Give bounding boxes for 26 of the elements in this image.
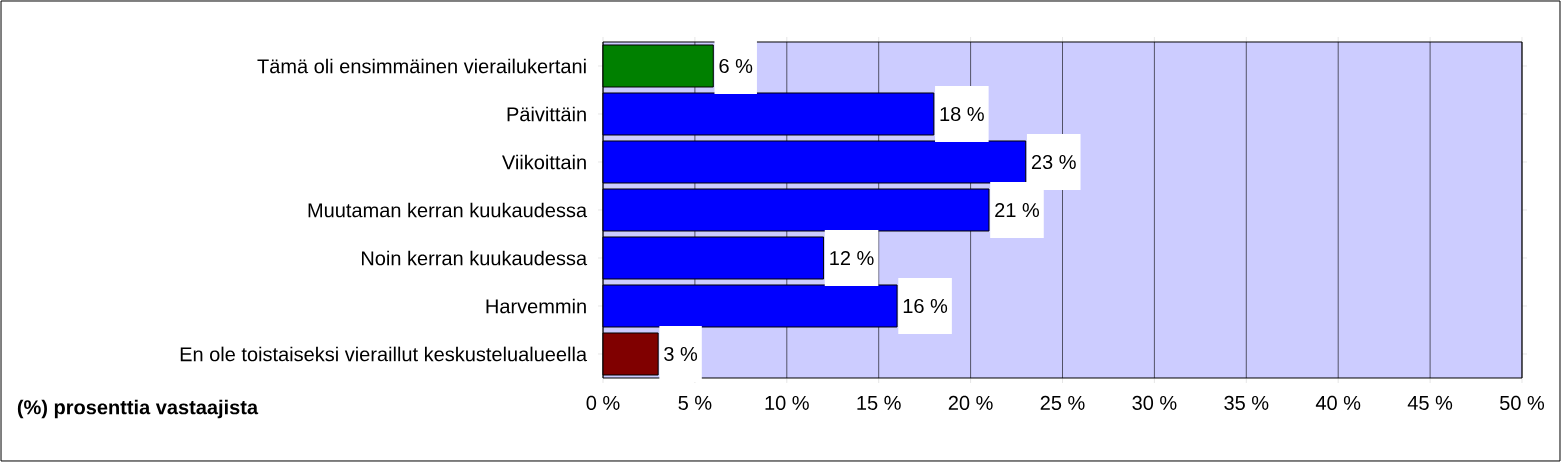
x-tick-label: 5 % — [678, 395, 712, 410]
data-label: 12 % — [830, 250, 874, 266]
x-tick-label: 10 % — [765, 395, 809, 411]
data-label: 6 % — [719, 58, 753, 74]
x-tick-label: 20 % — [948, 395, 993, 411]
data-label: 3 % — [664, 346, 698, 362]
y-tick-label: Harvemmin — [486, 298, 586, 314]
x-tick-label: 0 % — [586, 395, 620, 411]
data-label: 21 % — [995, 202, 1040, 218]
x-tick-label: 35 % — [1224, 395, 1269, 411]
y-tick-label: Päivittäin — [507, 106, 586, 122]
y-tick-label: Viikoittain — [502, 154, 586, 170]
data-label: 23 % — [1031, 154, 1076, 170]
x-tick-label: 30 % — [1132, 395, 1177, 411]
x-tick-label: 45 % — [1407, 395, 1453, 410]
data-label: 16 % — [903, 298, 948, 314]
x-tick-label: 15 % — [857, 395, 901, 410]
y-tick-label: Noin kerran kuukaudessa — [361, 250, 588, 266]
y-tick-label: Muutaman kerran kuukaudessa — [308, 202, 588, 218]
x-tick-label: 25 % — [1040, 395, 1085, 411]
y-tick-label: En ole toistaiseksi vieraillut keskustelualueella — [180, 346, 588, 362]
x-tick-label: 50 % — [1500, 395, 1545, 411]
y-tick-label: Tämä oli ensimmäinen vierailukertani — [257, 58, 586, 74]
data-label: 18 % — [940, 106, 984, 122]
x-tick-label: 40 % — [1315, 395, 1361, 411]
x-axis-title: (%) prosenttia vastaajista — [17, 399, 259, 419]
